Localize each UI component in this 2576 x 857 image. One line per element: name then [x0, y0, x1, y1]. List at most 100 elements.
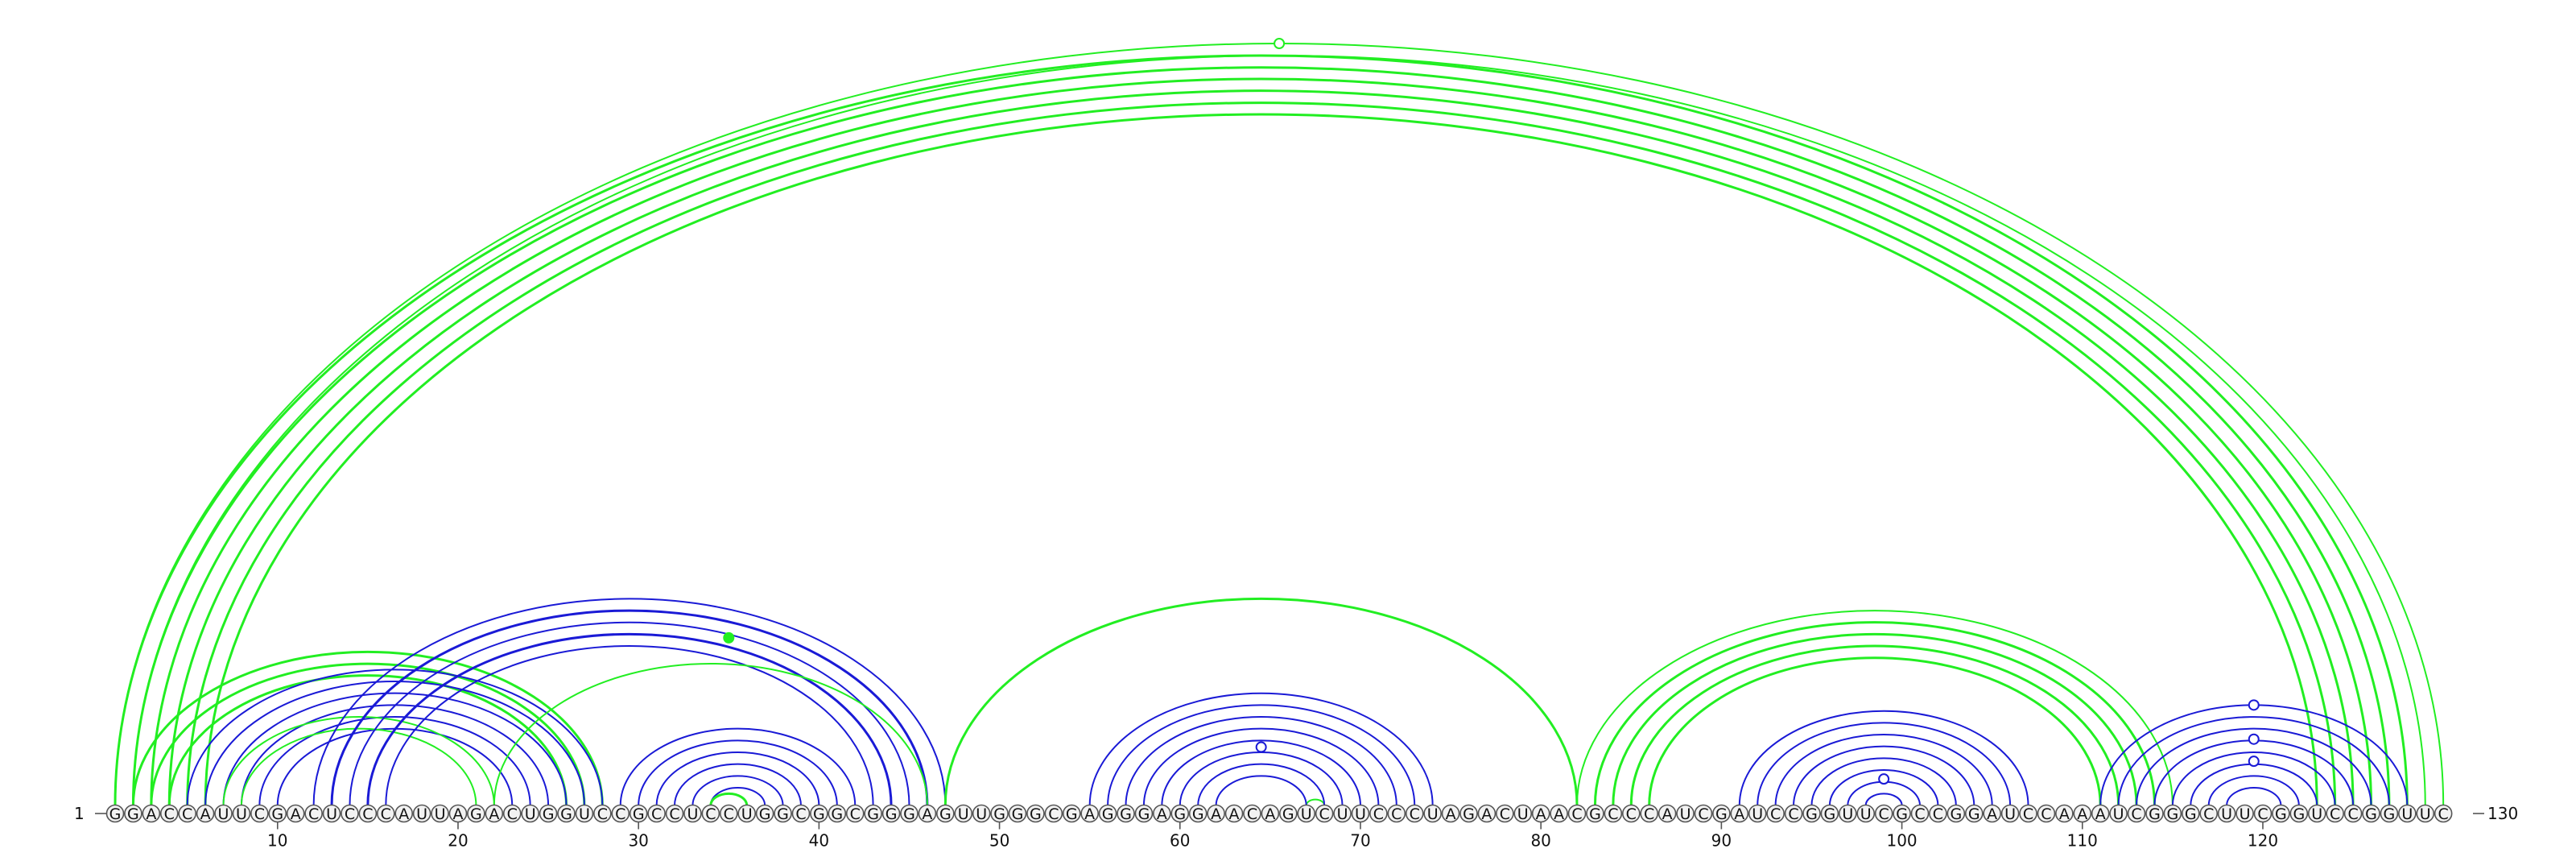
nucleotide-circle	[196, 804, 215, 823]
nucleotide-letter: U	[1680, 805, 1691, 823]
tick-label: 70	[1350, 831, 1370, 851]
nucleotide-circle	[1730, 804, 1749, 823]
nucleotide: A	[1261, 804, 1280, 823]
nucleotide-circle	[1621, 804, 1641, 823]
nucleotide-letter: A	[2095, 805, 2106, 823]
nucleotide-letter: U	[2221, 805, 2232, 823]
nucleotide: C	[845, 804, 865, 823]
blue-base-pair-arc	[2099, 704, 2409, 806]
nucleotide: G	[1820, 804, 1839, 823]
blue-base-pair-arc	[330, 609, 929, 806]
nucleotide-circle	[2199, 804, 2219, 823]
nucleotide-letter: G	[1120, 805, 1132, 823]
green-base-pair-arc	[167, 674, 568, 806]
nucleotide-circle	[1224, 804, 1244, 823]
nucleotide-letter: A	[291, 805, 301, 823]
green-base-pair-arc	[204, 113, 2318, 806]
nucleotide-circle	[1586, 804, 1604, 823]
nucleotide: C	[1874, 804, 1893, 823]
nucleotide-circle	[304, 804, 323, 823]
nucleotide: G	[864, 804, 882, 823]
nucleotide: U	[322, 804, 341, 823]
nucleotide: G	[774, 804, 792, 823]
nucleotide: U	[972, 804, 991, 823]
nucleotide-letter: C	[2023, 805, 2033, 823]
position-ticks: 10 20 30 40 50 60 70 80 90 100 110 120	[267, 822, 2278, 851]
tick-label: 110	[2067, 831, 2098, 851]
nucleotide: G	[828, 804, 847, 823]
nucleotide-circle	[2362, 804, 2380, 823]
green-base-pair-arc	[132, 54, 2426, 806]
nucleotide: C	[647, 804, 666, 823]
nucleotide-circle	[1550, 804, 1568, 823]
nucleotide: G	[1946, 804, 1966, 823]
nucleotide: C	[611, 804, 630, 823]
nucleotide: G	[755, 804, 774, 823]
nucleotide-circle	[2127, 804, 2146, 823]
nucleotide-circle	[683, 804, 702, 823]
nucleotide-circle	[1098, 804, 1117, 823]
green-base-pair-arc	[222, 716, 495, 806]
blue-base-pair-arc	[276, 727, 514, 806]
nucleotide-letter: C	[164, 805, 175, 823]
nucleotide: G	[268, 804, 287, 823]
nucleotide-letter: C	[2347, 805, 2358, 823]
nucleotide-letter: G	[1463, 805, 1475, 823]
nucleotide-letter: C	[1571, 805, 1582, 823]
nucleotide-letter: A	[1265, 805, 1275, 823]
nucleotide-circle	[1946, 804, 1966, 823]
nucleotide-letter: U	[1427, 805, 1439, 823]
nucleotide: C	[2199, 804, 2219, 823]
nucleotide-letter: C	[1247, 805, 1257, 823]
green-base-pair-arc	[943, 597, 1579, 806]
nucleotide-letter: G	[1806, 805, 1818, 823]
nucleotide: C	[2326, 804, 2344, 823]
nucleotide-circle	[755, 804, 774, 823]
nucleotide-circle	[1297, 804, 1316, 823]
nucleotide-letter: G	[759, 805, 771, 823]
green-base-pair-arc	[150, 662, 586, 806]
nucleotide-circle	[1207, 804, 1225, 823]
nucleotide-letter: U	[236, 805, 247, 823]
blue-base-pair-arc	[1125, 716, 1397, 806]
nucleotide-circle	[1441, 804, 1460, 823]
blue-base-pair-arc	[619, 727, 857, 806]
nucleotide: G	[1117, 804, 1135, 823]
nucleotide-letter: C	[1391, 805, 1402, 823]
nucleotide: G	[1008, 804, 1027, 823]
nucleotide: C	[376, 804, 395, 823]
nucleotide-circle	[1044, 804, 1063, 823]
nucleotide: C	[1496, 804, 1514, 823]
blue-base-pair-arc	[1088, 692, 1434, 806]
nucleotide-circle	[1153, 804, 1171, 823]
nucleotide-circle	[2019, 804, 2037, 823]
blue-base-pair-arc	[2226, 787, 2282, 806]
nucleotide-letter: U	[1301, 805, 1312, 823]
nucleotide-circle	[142, 804, 161, 823]
nucleotide-letter: C	[1698, 805, 1708, 823]
nucleotide: U	[412, 804, 431, 823]
nucleotide-circle	[1839, 804, 1857, 823]
nucleotide-circle	[864, 804, 882, 823]
nucleotide-circle	[557, 804, 576, 823]
nucleotide: C	[1621, 804, 1641, 823]
nucleotide-circle	[936, 804, 955, 823]
nucleotide-letter: G	[831, 805, 843, 823]
nucleotide-letter: G	[1968, 805, 1980, 823]
nucleotide: C	[1929, 804, 1947, 823]
nucleotide-circle	[2037, 804, 2056, 823]
nucleotide-letter: G	[1138, 805, 1150, 823]
nucleotide-circle	[1279, 804, 1298, 823]
nucleotide-letter: C	[345, 805, 355, 823]
nucleotide-circle	[250, 804, 269, 823]
blue-base-pair-arc	[2136, 727, 2372, 806]
green-base-pair-arc	[131, 65, 2391, 806]
nucleotide: G	[105, 804, 125, 823]
nucleotide: U	[214, 804, 233, 823]
nucleotide-circle	[719, 804, 738, 823]
nucleotide-letter: G	[939, 805, 952, 823]
nucleotide: C	[1243, 804, 1261, 823]
nucleotide-letter: C	[2257, 805, 2268, 823]
green-base-pair-arc	[1593, 621, 2156, 806]
nucleotide-circle	[647, 804, 666, 823]
